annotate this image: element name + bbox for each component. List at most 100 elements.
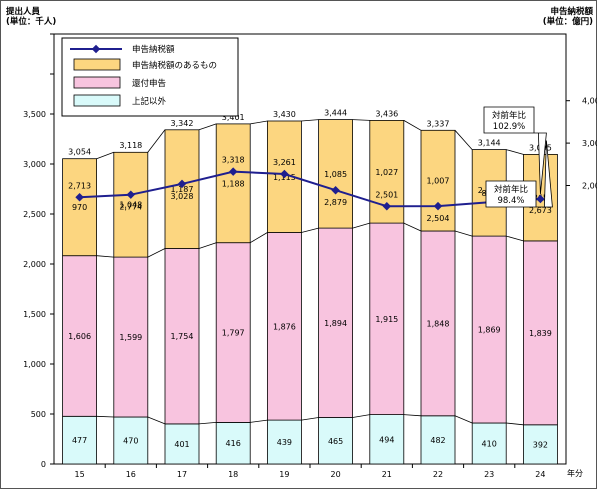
bar-connector — [301, 227, 319, 233]
bar-value-label: 1,894 — [324, 319, 347, 328]
bar-segment — [318, 227, 354, 418]
bar-total-label: 3,144 — [478, 139, 501, 148]
bar-value-label: 1,027 — [375, 168, 398, 177]
left-y-axis: 0 500 1,000 1,500 2,000 2,500 3,000 3,500 — [23, 33, 54, 469]
bar-connector — [506, 149, 524, 155]
bar-value-label: 410 — [482, 440, 497, 449]
bar-segment — [164, 129, 200, 249]
bar-connector — [198, 422, 217, 425]
bar-value-label: 1,915 — [375, 315, 398, 324]
tax-line-label: 2,504 — [427, 214, 450, 223]
legend: 申告納税額 申告納税額のあるもの 還付申告 上記以外 — [61, 37, 239, 117]
right-y-tick-label: 3,000 — [582, 139, 597, 148]
legend-swatch-bottom — [73, 94, 121, 107]
tax-line — [79, 170, 541, 208]
bar-value-label: 416 — [226, 439, 241, 448]
bar-value-label: 1,754 — [171, 332, 194, 341]
line-layer: 2,713 2,774 3,028 3,318 3,261 2,879 2,501 2,504… — [68, 156, 552, 224]
bar-connector — [454, 230, 473, 237]
bar-value-label: 1,876 — [273, 322, 296, 331]
bar-value-label: 439 — [277, 438, 292, 447]
bar-value-label: 1,839 — [529, 329, 552, 338]
bar-connector — [301, 417, 319, 421]
x-tick-label: 18 — [228, 470, 238, 479]
bar-segment — [471, 235, 507, 424]
bar-segment — [113, 416, 149, 465]
bar-total-label: 3,401 — [222, 113, 245, 122]
bar-value-label: 1,848 — [427, 319, 450, 328]
bar-value-label: 482 — [430, 436, 445, 445]
bar-total-label: 3,337 — [427, 119, 450, 128]
bar-connector — [403, 414, 422, 417]
callout-line2: 102.9% — [493, 122, 525, 132]
right-axis-title-line1: 申告納税額 — [550, 6, 593, 17]
y-tick-label: 1,000 — [23, 360, 46, 369]
bar-segment — [215, 242, 251, 423]
bar-value-label: 1,188 — [222, 179, 245, 188]
y-tick-label: 3,500 — [23, 110, 46, 119]
bar-segment — [62, 255, 97, 417]
tax-line-marker — [280, 169, 289, 179]
legend-label-line: 申告納税額 — [132, 44, 175, 55]
legend-label-top: 申告納税額のあるもの — [132, 60, 217, 71]
bar-value-label: 494 — [379, 435, 394, 444]
bar-connector — [403, 120, 422, 131]
y-tick-label: 500 — [31, 410, 46, 419]
bar-total-label: 3,342 — [171, 119, 194, 128]
y-tick-label: 2,000 — [23, 260, 46, 269]
right-axis-title-line2: (単位：億円) — [543, 16, 593, 27]
tax-line-marker — [177, 179, 187, 189]
callout-line1: 対前年比 — [494, 184, 528, 195]
bar-value-label: 1,085 — [324, 170, 347, 179]
bar-connector — [96, 151, 114, 160]
bar-value-label: 392 — [533, 440, 548, 449]
left-axis-title-line2: (単位：千人) — [6, 16, 56, 27]
bar-value-label: 465 — [328, 437, 343, 446]
legend-swatch-mid — [73, 76, 121, 89]
bar-total-label: 3,118 — [119, 141, 142, 150]
right-y-axis: 2,000 3,000 4,000 — [566, 97, 597, 191]
bar-segment — [215, 421, 251, 465]
tax-line-label: 2,713 — [68, 181, 91, 190]
tax-line-marker — [433, 201, 443, 211]
bar-value-label: 970 — [72, 203, 87, 212]
tax-line-label: 2,774 — [119, 203, 142, 212]
bar-connector — [96, 415, 114, 418]
bar-segment — [164, 423, 200, 465]
bar-total-label: 3,430 — [273, 110, 296, 119]
bar-connector — [352, 414, 370, 418]
bar-segment — [215, 123, 251, 244]
x-tick-label: 21 — [382, 470, 392, 479]
bar-connector — [96, 255, 114, 258]
bar-value-label: 1,187 — [171, 185, 194, 194]
bar-value-label: 477 — [72, 436, 87, 445]
tax-line-marker — [228, 167, 238, 176]
bar-connector — [506, 235, 524, 242]
bar-connector — [250, 120, 268, 125]
tax-line-marker — [75, 193, 84, 202]
bar-total-label: 3,444 — [324, 109, 347, 118]
bar-value-label: 1,007 — [427, 177, 450, 186]
bar-value-label: 1,599 — [119, 333, 142, 342]
x-axis-unit: 年分 — [567, 468, 583, 478]
bar-connector — [352, 119, 370, 121]
bar-connector — [301, 119, 319, 122]
x-tick-label: 17 — [177, 470, 187, 479]
x-tick-label: 19 — [279, 470, 289, 479]
x-tick-label: 23 — [484, 470, 494, 479]
bar-segment — [113, 256, 149, 418]
bar-segment — [369, 414, 405, 465]
bar-connector — [506, 422, 524, 426]
tax-line-marker — [382, 202, 392, 211]
bar-total-label: 3,054 — [68, 148, 91, 157]
right-y-tick-label: 2,000 — [582, 182, 597, 191]
legend-line-marker — [91, 44, 101, 54]
bar-connector — [454, 415, 473, 424]
bar-value-label: 1,797 — [222, 329, 245, 338]
bar-connector — [454, 130, 473, 150]
tax-line-label: 2,673 — [529, 206, 552, 215]
bar-segment — [266, 232, 302, 421]
